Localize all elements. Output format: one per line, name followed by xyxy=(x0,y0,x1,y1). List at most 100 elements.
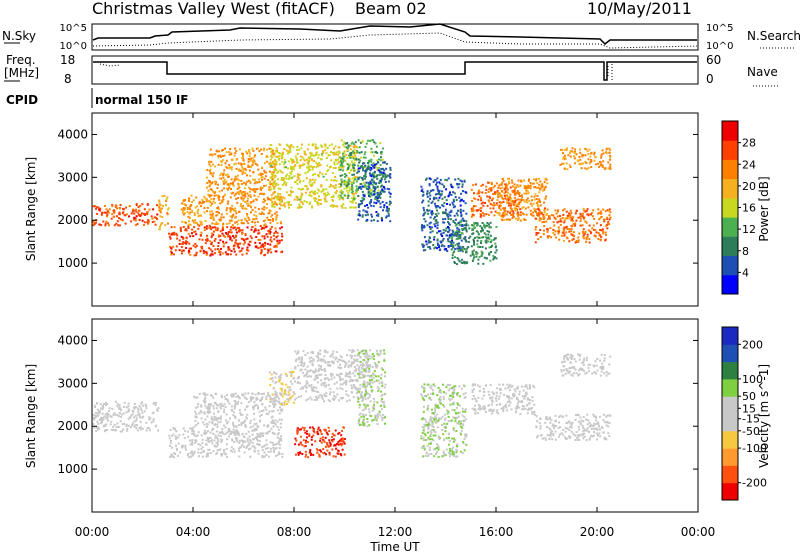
nsky-label: N.Sky xyxy=(2,29,36,43)
colorbar-segment xyxy=(722,236,738,256)
xaxis-label: Time UT xyxy=(369,540,420,554)
echo-band xyxy=(168,224,284,257)
nave-label: Nave xyxy=(747,65,778,79)
x-tick-label: 16:00 xyxy=(479,525,514,539)
echo-band xyxy=(357,161,392,223)
colorbar-segment xyxy=(722,378,738,397)
colorbar-tick-label: -100 xyxy=(742,442,767,455)
colorbar-segment xyxy=(722,217,738,237)
freq-tick-top: 18 xyxy=(60,53,75,67)
colorbar-segment xyxy=(722,465,738,484)
colorbar-segment xyxy=(722,274,738,295)
echo-band xyxy=(559,147,612,171)
colorbar-tick-label: 24 xyxy=(742,158,756,171)
velocity-colorbar-label: Velocity [m s^-1] xyxy=(757,364,771,468)
colorbar-tick-label: 15 xyxy=(742,402,756,415)
cpid-label: CPID xyxy=(6,93,38,107)
echo-band xyxy=(92,400,160,433)
y-tick-label: 4000 xyxy=(57,333,88,347)
colorbar-segment xyxy=(722,178,738,199)
colorbar-segment xyxy=(722,159,738,180)
x-tick-label: 12:00 xyxy=(378,525,413,539)
x-tick-label: 00:00 xyxy=(75,525,110,539)
colorbar-segment xyxy=(722,197,738,218)
y-tick-label: 4000 xyxy=(57,127,88,141)
x-tick-label: 04:00 xyxy=(176,525,211,539)
colorbar-tick-label: 28 xyxy=(742,137,756,150)
colorbar-tick-label: -50 xyxy=(742,425,760,438)
echo-band xyxy=(471,383,536,415)
y-tick-label: 3000 xyxy=(57,170,88,184)
nsearch-trace xyxy=(92,32,698,49)
y-tick-label: 1000 xyxy=(57,256,88,270)
echo-band xyxy=(92,203,159,227)
colorbar-tick-label: -15 xyxy=(742,413,760,426)
colorbar-segment xyxy=(722,396,738,414)
beam-label: Beam 02 xyxy=(355,0,427,18)
y-tick-label: 2000 xyxy=(57,419,88,433)
colorbar-segment xyxy=(722,448,738,466)
x-tick-label: 20:00 xyxy=(580,525,615,539)
colorbar-tick-label: -200 xyxy=(742,477,767,490)
echo-band xyxy=(205,147,278,197)
power-colorbar-label: Power [dB] xyxy=(757,176,771,241)
echo-band xyxy=(450,220,498,266)
colorbar-tick-label: 8 xyxy=(742,245,749,258)
echo-band xyxy=(420,177,468,252)
echo-band xyxy=(533,413,612,442)
freq-strip-frame xyxy=(91,55,699,85)
power-panel: 1000 2000 3000 4000 xyxy=(57,112,699,307)
colorbar-tick-label: 100 xyxy=(742,373,763,386)
date-label: 10/May/2011 xyxy=(587,0,692,18)
nsearch-tick-bottom: 10^0 xyxy=(706,41,733,52)
colorbar-segment xyxy=(722,344,738,363)
colorbar-segment xyxy=(722,430,738,449)
echo-band xyxy=(158,194,170,231)
velocity-ylabel: Slant Range [km] xyxy=(24,364,38,468)
nsky-trace xyxy=(92,23,697,46)
colorbar-segment xyxy=(722,482,738,501)
nsky-tick-top: 10^5 xyxy=(60,23,87,34)
nave-tick-top: 60 xyxy=(706,53,721,67)
power-ylabel: Slant Range [km] xyxy=(24,157,38,261)
freq-label-line1: Freq. xyxy=(6,53,36,67)
echo-band xyxy=(496,177,549,222)
colorbar-tick-label: 20 xyxy=(742,180,756,193)
echo-band xyxy=(294,426,346,459)
colorbar-tick-label: 50 xyxy=(742,390,756,403)
y-tick-label: 1000 xyxy=(57,462,88,476)
x-tick-label: 08:00 xyxy=(277,525,312,539)
colorbar-segment xyxy=(722,413,738,432)
echo-band xyxy=(560,353,612,377)
freq-tick-bottom: 8 xyxy=(64,72,72,86)
nave-tick-bottom: 0 xyxy=(706,72,714,86)
colorbar-tick-label: 12 xyxy=(742,223,756,236)
y-tick-label: 3000 xyxy=(57,376,88,390)
nsearch-tick-top: 10^5 xyxy=(706,23,733,34)
echo-band xyxy=(268,370,296,406)
colorbar-frame xyxy=(721,326,739,501)
power-colorbar: 4 8 12 16 20 24 28 xyxy=(721,120,756,295)
plot-background xyxy=(92,319,698,512)
y-tick-label: 2000 xyxy=(57,213,88,227)
echo-band xyxy=(534,207,612,244)
echo-band xyxy=(294,349,372,403)
figure-title: Christmas Valley West (fitACF) xyxy=(92,0,335,18)
colorbar-tick-label: 200 xyxy=(742,338,763,351)
echo-band xyxy=(193,391,284,429)
nsearch-label: N.Search xyxy=(747,29,800,43)
plot-background xyxy=(92,113,698,306)
colorbar-segment xyxy=(722,327,738,345)
velocity-panel: 1000 2000 3000 4000 00:00 04:00 08:00 12:00 16:0… xyxy=(57,318,715,539)
freq-label-line2: [MHz] xyxy=(4,66,39,80)
echo-band xyxy=(420,383,468,458)
colorbar-segment xyxy=(722,361,738,380)
colorbar-segment xyxy=(722,255,738,276)
echo-band xyxy=(180,194,283,227)
colorbar-tick-label: 4 xyxy=(742,266,749,279)
nave-trace xyxy=(99,63,613,80)
colorbar-segment xyxy=(722,140,738,160)
colorbar-tick-label: 16 xyxy=(742,202,756,215)
